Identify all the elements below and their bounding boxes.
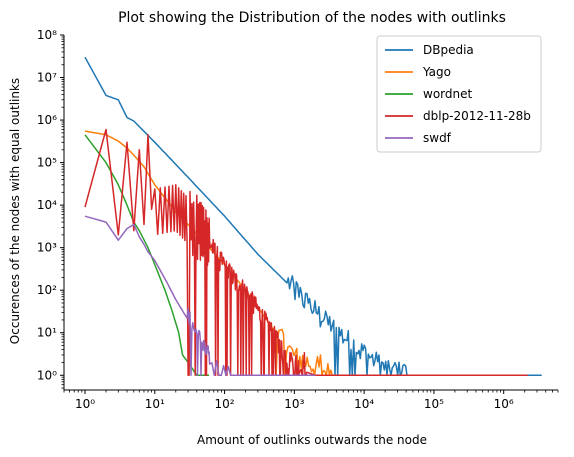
legend-item: DBpedia — [385, 43, 474, 57]
legend-label: swdf — [423, 131, 452, 145]
series-swdf — [84, 215, 316, 377]
chart-title: Plot showing the Distribution of the nod… — [118, 10, 506, 26]
legend-label: DBpedia — [423, 43, 474, 57]
x-tick-label: 10⁴ — [354, 397, 374, 411]
series-line — [84, 130, 529, 377]
y-axis-label: Occurences of the nodes with equal outli… — [8, 78, 22, 344]
x-tick-label: 10² — [215, 397, 235, 411]
legend-box — [376, 35, 542, 153]
plot-area — [84, 56, 542, 377]
y-tick-label: 10² — [37, 283, 57, 297]
x-axis-label: Amount of outlinks outwards the node — [197, 433, 427, 447]
legend-item: Yago — [385, 65, 451, 79]
y-tick-label: 10⁷ — [37, 71, 57, 85]
series-line — [84, 215, 316, 377]
y-tick-label: 10⁶ — [37, 113, 57, 127]
y-tick-label: 10¹ — [37, 326, 57, 340]
legend-item: swdf — [385, 131, 452, 145]
legend-item: dblp-2012-11-28b — [385, 109, 531, 123]
y-tick-label: 10⁸ — [37, 28, 57, 42]
x-tick-label: 10³ — [284, 397, 304, 411]
legend-item: wordnet — [385, 87, 472, 101]
y-axis: 10⁰ 10¹ 10² 10³ 10⁴ 10⁵ 10⁶ 10⁷ 10⁸ — [37, 28, 65, 390]
x-tick-label: 10⁶ — [494, 397, 514, 411]
x-tick-label: 10⁰ — [75, 397, 95, 411]
series-line — [84, 128, 528, 377]
x-tick-label: 10⁵ — [424, 397, 444, 411]
x-axis: 10⁰ 10¹ 10² 10³ 10⁴ 10⁵ 10⁶ — [63, 389, 559, 411]
series-dblp-2012-11-28b — [84, 128, 528, 377]
y-tick-label: 10³ — [37, 241, 57, 255]
x-tick-label: 10¹ — [145, 397, 165, 411]
y-tick-label: 10⁴ — [37, 198, 57, 212]
series-yago — [84, 130, 529, 377]
legend-label: Yago — [422, 65, 451, 79]
y-tick-label: 10⁰ — [37, 368, 57, 382]
legend-label: dblp-2012-11-28b — [423, 109, 531, 123]
legend-label: wordnet — [423, 87, 472, 101]
legend: DBpedia Yago wordnet dblp-2012-11-28b swdf — [376, 35, 542, 153]
y-tick-label: 10⁵ — [37, 156, 57, 170]
